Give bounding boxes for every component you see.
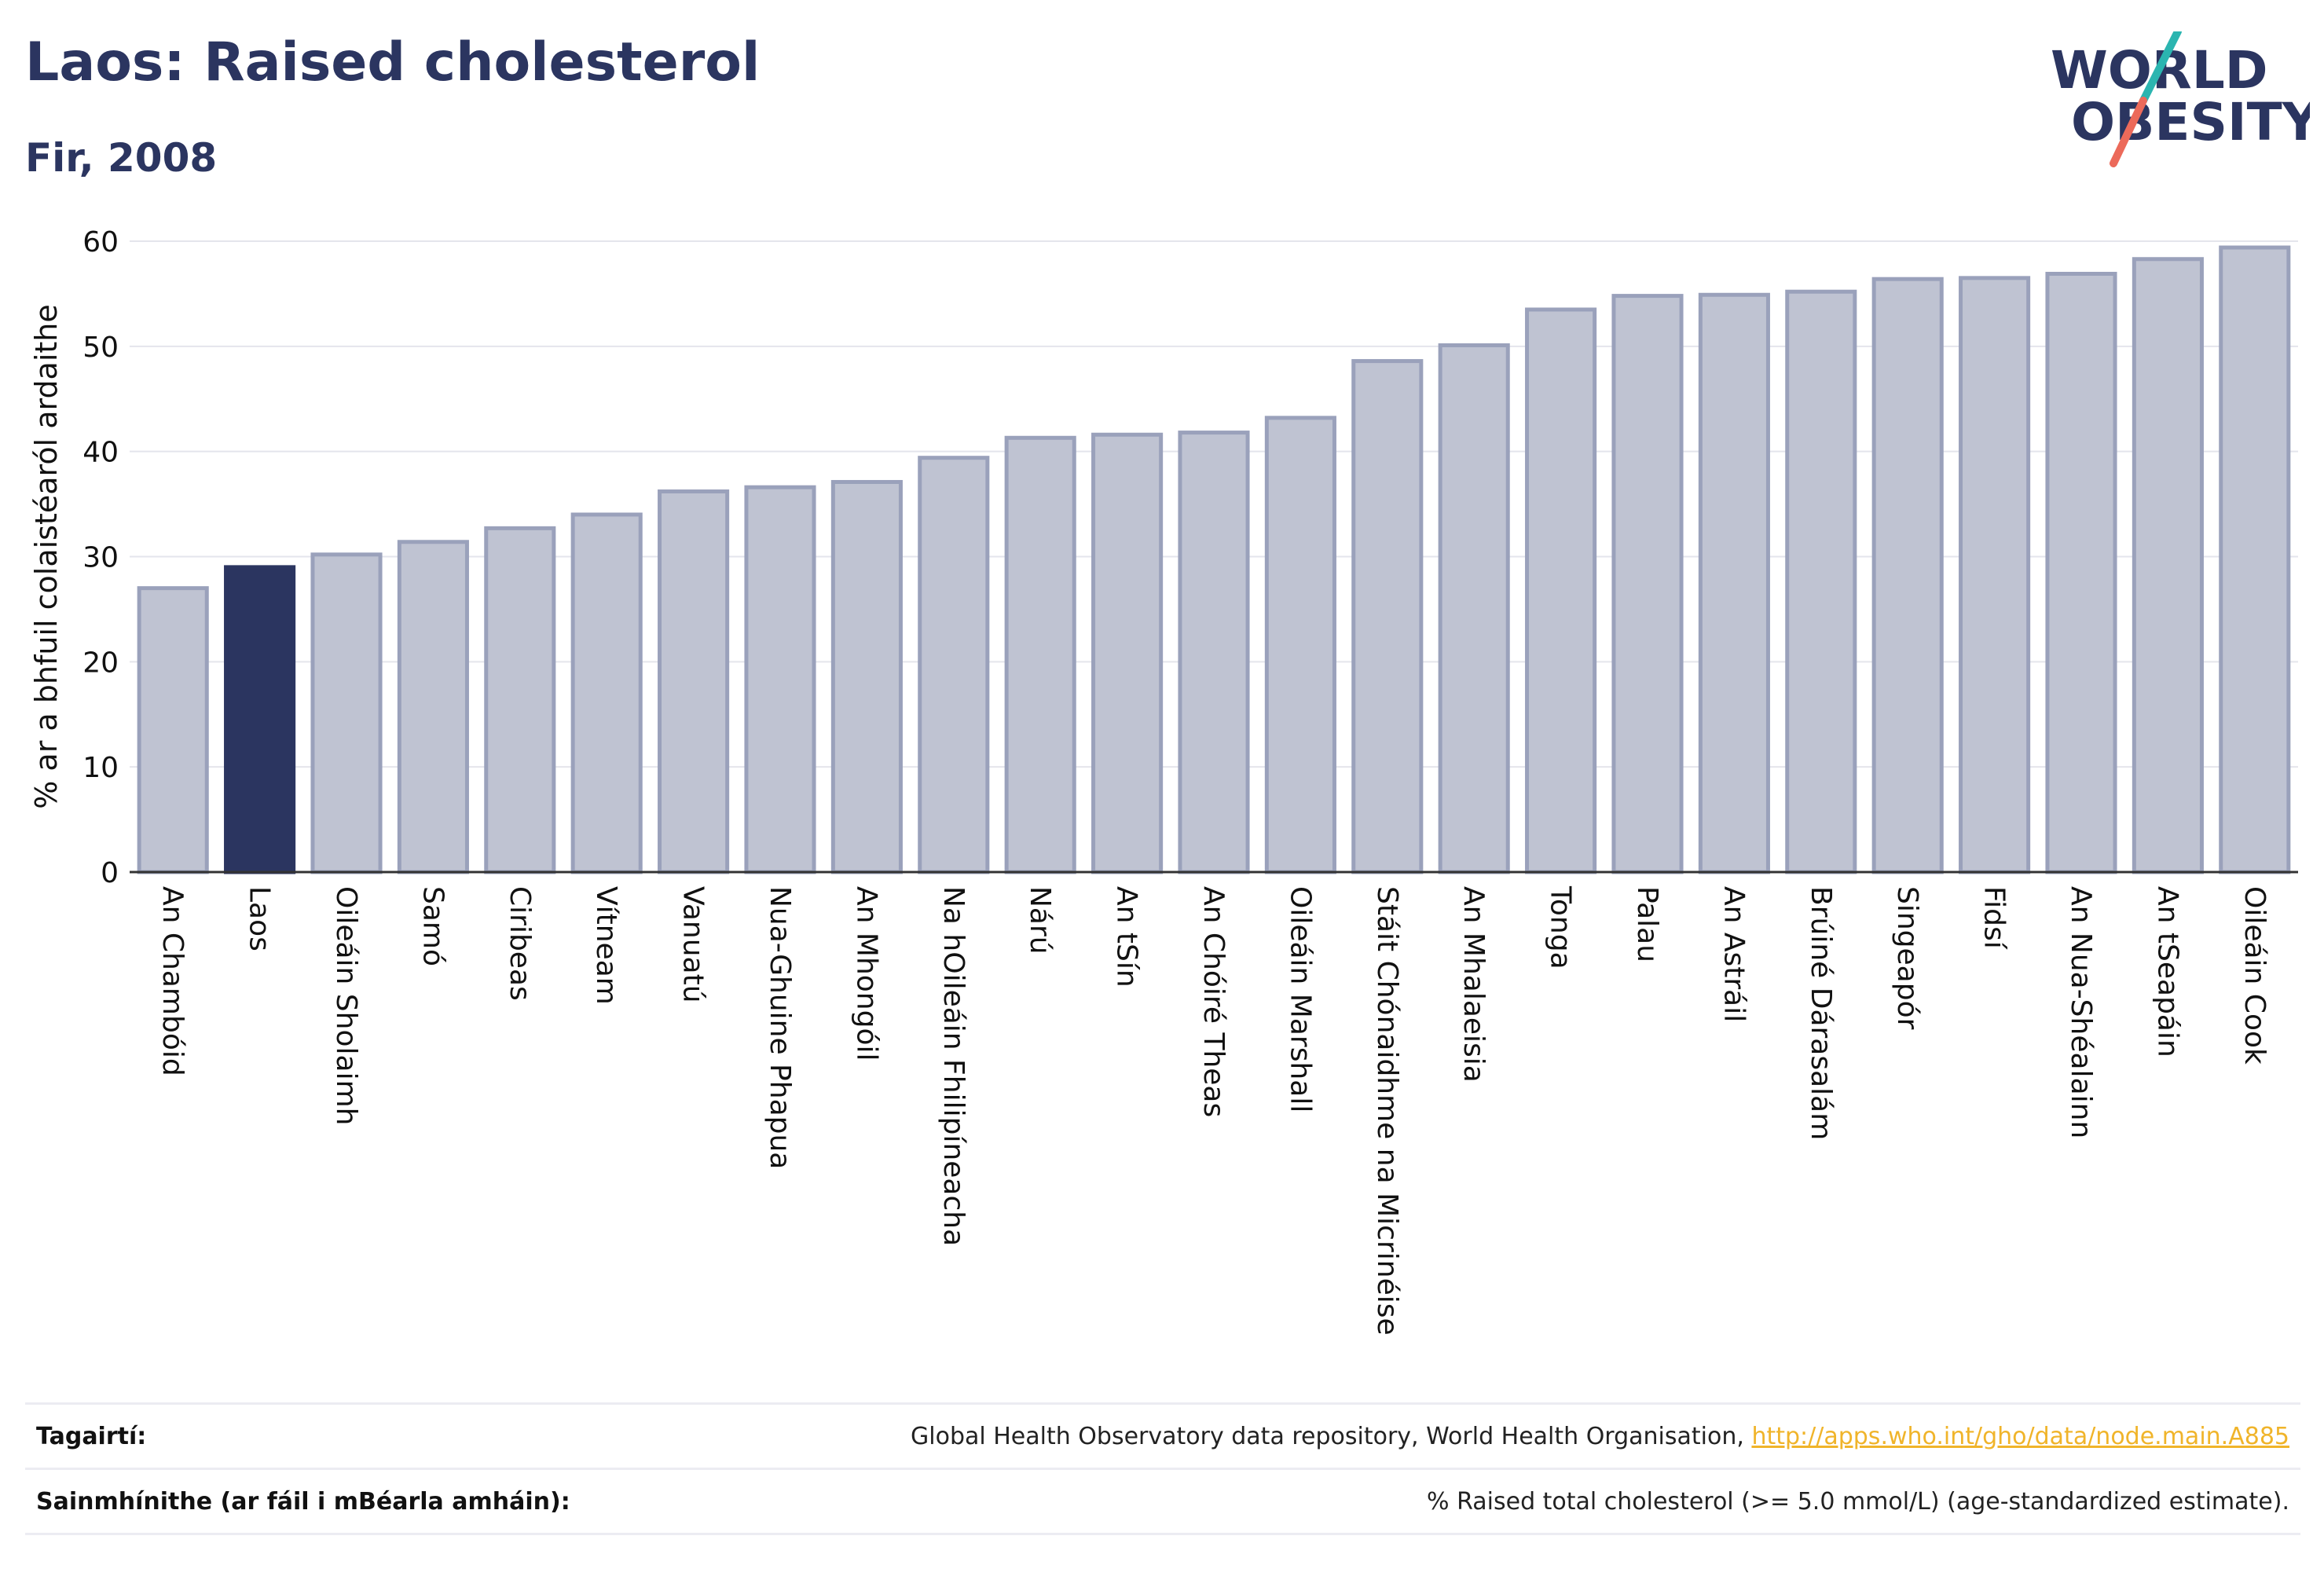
y-tick-label: 50 (82, 332, 119, 364)
x-tick-label: Brúiné Dárasalám (1805, 886, 1837, 1140)
bar-21 (1959, 276, 2031, 874)
bar-14 (1351, 359, 1424, 874)
definitions-row: Sainmhínithe (ar fáil i mBéarla amháin):… (25, 1468, 2300, 1535)
y-tick-label: 20 (82, 647, 119, 679)
x-tick-label: Tonga (1545, 885, 1577, 969)
footer: Tagairtí: Global Health Observatory data… (25, 1402, 2300, 1535)
bar-23 (2132, 257, 2204, 874)
y-tick-label: 10 (82, 752, 119, 784)
x-tick-label: Vítneam (590, 886, 622, 1005)
references-row: Tagairtí: Global Health Observatory data… (25, 1402, 2300, 1468)
bar-3 (397, 540, 469, 874)
x-tick-label: Oileáin Marshall (1284, 886, 1316, 1112)
bar-6 (658, 489, 730, 874)
x-tick-label: An Chóiré Theas (1197, 886, 1230, 1117)
bar-15 (1438, 343, 1510, 874)
bar-20 (1871, 277, 1944, 874)
definitions-label: Sainmhínithe (ar fáil i mBéarla amháin): (36, 1487, 570, 1516)
world-obesity-logo: WORLD OBESITY (2051, 31, 2310, 167)
x-tick-label: Ciribeas (504, 886, 536, 1001)
bar-8 (830, 479, 903, 874)
x-tick-label: An tSeapáin (2151, 886, 2183, 1057)
x-tick-label: An Mhalaeisia (1457, 886, 1490, 1083)
y-tick-labels: 0 10 20 30 40 50 60 (82, 226, 119, 889)
x-tick-label: Fidsí (1978, 886, 2011, 950)
page-subtitle: Fir, 2008 (25, 135, 218, 181)
bar-7 (744, 485, 816, 874)
x-tick-labels: An Chambóid Laos Oileáin Sholaimh Samó Cirib… (156, 885, 2271, 1336)
x-tick-label: Samó (416, 886, 449, 966)
x-tick-label: Nárú (1024, 886, 1056, 955)
definitions-value: % Raised total cholesterol (>= 5.0 mmol/… (1427, 1487, 2289, 1516)
bar-24 (2219, 245, 2291, 874)
x-tick-label: Oileáin Cook (2238, 886, 2271, 1065)
bar-19 (1785, 289, 1857, 874)
x-tick-label: An Mhongóil (850, 886, 882, 1061)
bars (137, 245, 2291, 874)
logo-slash-coral (2110, 97, 2147, 167)
x-tick-label: Stáit Chónaidhme na Micrinéise (1371, 886, 1403, 1336)
x-tick-label: An Astráil (1717, 886, 1750, 1022)
bar-11 (1091, 432, 1164, 874)
x-tick-label: An Nua-Shéalainn (2065, 886, 2097, 1138)
bar-16 (1525, 307, 1597, 874)
y-axis-label: % ar a bhfuil colaistéaról ardaithe (29, 304, 64, 809)
y-tick-label: 60 (82, 226, 119, 258)
x-tick-label: Vanuatú (677, 886, 709, 1003)
bar-0 (137, 586, 209, 874)
bar-2 (310, 552, 383, 874)
bar-chart: 0 10 20 30 40 50 60 An Chambóid Laos Oileáin Sho… (29, 226, 2298, 1336)
y-tick-label: 40 (82, 437, 119, 469)
references-text: Global Health Observatory data repositor… (911, 1422, 1752, 1450)
bar-9 (918, 456, 990, 874)
bar-4 (484, 526, 556, 874)
references-link[interactable]: http://apps.who.int/gho/data/node.main.A… (1751, 1422, 2289, 1450)
bar-10 (1004, 435, 1076, 874)
bar-1 (224, 565, 296, 874)
logo-slash-teal (2139, 31, 2182, 104)
bar-17 (1611, 294, 1684, 874)
references-label: Tagairtí: (36, 1422, 147, 1450)
bar-13 (1264, 416, 1336, 874)
bar-12 (1178, 431, 1250, 874)
x-tick-label: Na hOileáin Fhilipíneacha (937, 886, 970, 1246)
bar-18 (1698, 292, 1770, 874)
bar-22 (2045, 271, 2117, 874)
x-tick-label: Palau (1631, 886, 1663, 962)
x-tick-label: Singeapór (1891, 886, 1923, 1030)
bar-5 (570, 512, 643, 874)
references-value: Global Health Observatory data repositor… (911, 1423, 2300, 1450)
x-tick-label: Nua-Ghuine Phapua (764, 886, 796, 1169)
x-tick-label: An tSín (1111, 886, 1143, 988)
x-tick-label: Oileáin Sholaimh (330, 886, 362, 1125)
y-tick-label: 30 (82, 542, 119, 574)
logo-line2: OBESITY (2071, 92, 2310, 152)
x-tick-label: An Chambóid (156, 886, 189, 1076)
y-tick-label: 0 (101, 857, 119, 889)
x-tick-label: Laos (244, 886, 276, 951)
page-title: Laos: Raised cholesterol (25, 31, 761, 93)
